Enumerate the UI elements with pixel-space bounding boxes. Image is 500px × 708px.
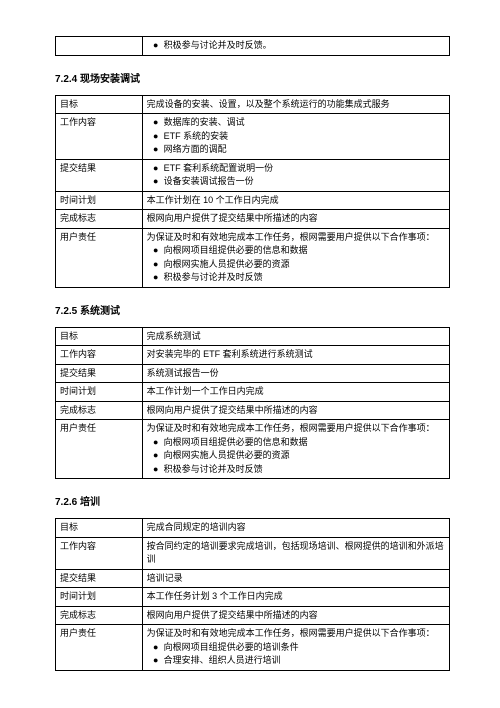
row-value: 按合同约定的培训要求完成培训，包括现场培训、根网提供的培训和外派培训 xyxy=(142,537,449,569)
row-value: 完成设备的安装、设置，以及整个系统运行的功能集成式服务 xyxy=(142,95,449,114)
cell-right: ● 积极参与讨论并及时反馈。 xyxy=(142,37,449,56)
bullet-text: 合理安排、组织人员进行培训 xyxy=(164,655,281,665)
table-row: 工作内容 按合同约定的培训要求完成培训，包括现场培训、根网提供的培训和外派培训 xyxy=(56,537,450,569)
row-value: 本工作计划一个工作日内完成 xyxy=(142,383,449,402)
row-value: 对安装完毕的 ETF 套利系统进行系统测试 xyxy=(142,346,449,365)
row-label: 工作内容 xyxy=(56,537,143,569)
table-row: 完成标志 根网向用户提供了提交结果中所描述的内容 xyxy=(56,606,450,625)
table-top-fragment: ● 积极参与讨论并及时反馈。 xyxy=(55,36,450,56)
table-row: 用户责任 为保证及时和有效地完成本工作任务，根网需要用户提供以下合作事项： ● … xyxy=(56,228,450,287)
bullet-icon: ● xyxy=(150,130,161,144)
table-726: 目标 完成合同规定的培训内容 工作内容 按合同约定的培训要求完成培训，包括现场培… xyxy=(55,518,450,671)
bullet-text: 积极参与讨论并及时反馈 xyxy=(164,464,263,474)
table-row: 完成标志 根网向用户提供了提交结果中所描述的内容 xyxy=(56,210,450,229)
row-label: 目标 xyxy=(56,327,143,346)
bullet-icon: ● xyxy=(150,641,161,655)
bullet-text: 向根网项目组提供必要的信息和数据 xyxy=(164,245,308,255)
table-row: 完成标志 根网向用户提供了提交结果中所描述的内容 xyxy=(56,401,450,420)
row-label: 提交结果 xyxy=(56,159,143,191)
row-value: 系统测试报告一份 xyxy=(142,364,449,383)
bullet-text: 向根网项目组提供必要的信息和数据 xyxy=(164,437,308,447)
row-label: 时间计划 xyxy=(56,191,143,210)
table-725: 目标 完成系统测试 工作内容 对安装完毕的 ETF 套利系统进行系统测试 提交结… xyxy=(55,327,450,480)
bullet-text: 网络方面的调配 xyxy=(164,144,227,154)
row-label: 目标 xyxy=(56,519,143,538)
heading-725: 7.2.5 系统测试 xyxy=(55,302,450,317)
row-label: 用户责任 xyxy=(56,228,143,287)
table-row: 时间计划 本工作任务计划 3 个工作日内完成 xyxy=(56,588,450,607)
bullet-text: 积极参与讨论并及时反馈。 xyxy=(164,40,272,50)
row-value: 培训记录 xyxy=(142,569,449,588)
table-row: 目标 完成合同规定的培训内容 xyxy=(56,519,450,538)
row-value: 根网向用户提供了提交结果中所描述的内容 xyxy=(142,606,449,625)
bullet-text: 向根网项目组提供必要的培训条件 xyxy=(164,642,299,652)
table-row: 目标 完成系统测试 xyxy=(56,327,450,346)
table-row: 提交结果 系统测试报告一份 xyxy=(56,364,450,383)
bullet-icon: ● xyxy=(150,654,161,668)
row-label: 提交结果 xyxy=(56,569,143,588)
table-row: 用户责任 为保证及时和有效地完成本工作任务，根网需要用户提供以下合作事项： ● … xyxy=(56,420,450,479)
bullet-icon: ● xyxy=(150,463,161,477)
bullet-text: 向根网实施人员提供必要的资源 xyxy=(164,450,290,460)
bullet-icon: ● xyxy=(150,175,161,189)
row-value: 本工作计划在 10 个工作日内完成 xyxy=(142,191,449,210)
bullet-icon: ● xyxy=(150,116,161,130)
row-value: 根网向用户提供了提交结果中所描述的内容 xyxy=(142,401,449,420)
row-value: 完成系统测试 xyxy=(142,327,449,346)
table-row: 目标 完成设备的安装、设置，以及整个系统运行的功能集成式服务 xyxy=(56,95,450,114)
bullet-icon: ● xyxy=(150,244,161,258)
table-row: 提交结果 培训记录 xyxy=(56,569,450,588)
bullet-icon: ● xyxy=(150,39,161,53)
row-value: 完成合同规定的培训内容 xyxy=(142,519,449,538)
row-value: ● 数据库的安装、调试 ● ETF 系统的安装 ● 网络方面的调配 xyxy=(142,114,449,160)
row-value: 本工作任务计划 3 个工作日内完成 xyxy=(142,588,449,607)
row-value: 根网向用户提供了提交结果中所描述的内容 xyxy=(142,210,449,229)
bullet-text: 积极参与讨论并及时反馈 xyxy=(164,272,263,282)
bullet-text: 设备安装调试报告一份 xyxy=(164,176,254,186)
bullet-text: 向根网实施人员提供必要的资源 xyxy=(164,259,290,269)
intro-text: 为保证及时和有效地完成本工作任务，根网需要用户提供以下合作事项： xyxy=(147,627,445,641)
row-label: 用户责任 xyxy=(56,420,143,479)
bullet-icon: ● xyxy=(150,143,161,157)
cell-left-blank xyxy=(56,37,143,56)
row-value: 为保证及时和有效地完成本工作任务，根网需要用户提供以下合作事项： ● 向根网项目… xyxy=(142,228,449,287)
bullet-icon: ● xyxy=(150,271,161,285)
row-label: 完成标志 xyxy=(56,401,143,420)
row-label: 工作内容 xyxy=(56,346,143,365)
row-label: 提交结果 xyxy=(56,364,143,383)
table-row: 工作内容 ● 数据库的安装、调试 ● ETF 系统的安装 ● 网络方面的调配 xyxy=(56,114,450,160)
bullet-text: 数据库的安装、调试 xyxy=(164,117,245,127)
table-row: 提交结果 ● ETF 套利系统配置说明一份 ● 设备安装调试报告一份 xyxy=(56,159,450,191)
bullet-icon: ● xyxy=(150,436,161,450)
row-value: 为保证及时和有效地完成本工作任务，根网需要用户提供以下合作事项： ● 向根网项目… xyxy=(142,420,449,479)
table-row: 用户责任 为保证及时和有效地完成本工作任务，根网需要用户提供以下合作事项： ● … xyxy=(56,625,450,671)
row-label: 工作内容 xyxy=(56,114,143,160)
row-label: 目标 xyxy=(56,95,143,114)
table-row: 时间计划 本工作计划在 10 个工作日内完成 xyxy=(56,191,450,210)
bullet-text: ETF 套利系统配置说明一份 xyxy=(164,163,274,173)
table-row: 工作内容 对安装完毕的 ETF 套利系统进行系统测试 xyxy=(56,346,450,365)
intro-text: 为保证及时和有效地完成本工作任务，根网需要用户提供以下合作事项： xyxy=(147,422,445,436)
heading-724: 7.2.4 现场安装调试 xyxy=(55,70,450,85)
intro-text: 为保证及时和有效地完成本工作任务，根网需要用户提供以下合作事项： xyxy=(147,231,445,245)
row-label: 时间计划 xyxy=(56,588,143,607)
bullet-icon: ● xyxy=(150,258,161,272)
bullet-icon: ● xyxy=(150,162,161,176)
table-724: 目标 完成设备的安装、设置，以及整个系统运行的功能集成式服务 工作内容 ● 数据… xyxy=(55,95,450,288)
row-label: 时间计划 xyxy=(56,383,143,402)
table-row: ● 积极参与讨论并及时反馈。 xyxy=(56,37,450,56)
bullet-text: ETF 系统的安装 xyxy=(164,131,229,141)
row-value: 为保证及时和有效地完成本工作任务，根网需要用户提供以下合作事项： ● 向根网项目… xyxy=(142,625,449,671)
heading-726: 7.2.6 培训 xyxy=(55,493,450,508)
row-label: 用户责任 xyxy=(56,625,143,671)
bullet-icon: ● xyxy=(150,449,161,463)
row-value: ● ETF 套利系统配置说明一份 ● 设备安装调试报告一份 xyxy=(142,159,449,191)
row-label: 完成标志 xyxy=(56,210,143,229)
table-row: 时间计划 本工作计划一个工作日内完成 xyxy=(56,383,450,402)
row-label: 完成标志 xyxy=(56,606,143,625)
